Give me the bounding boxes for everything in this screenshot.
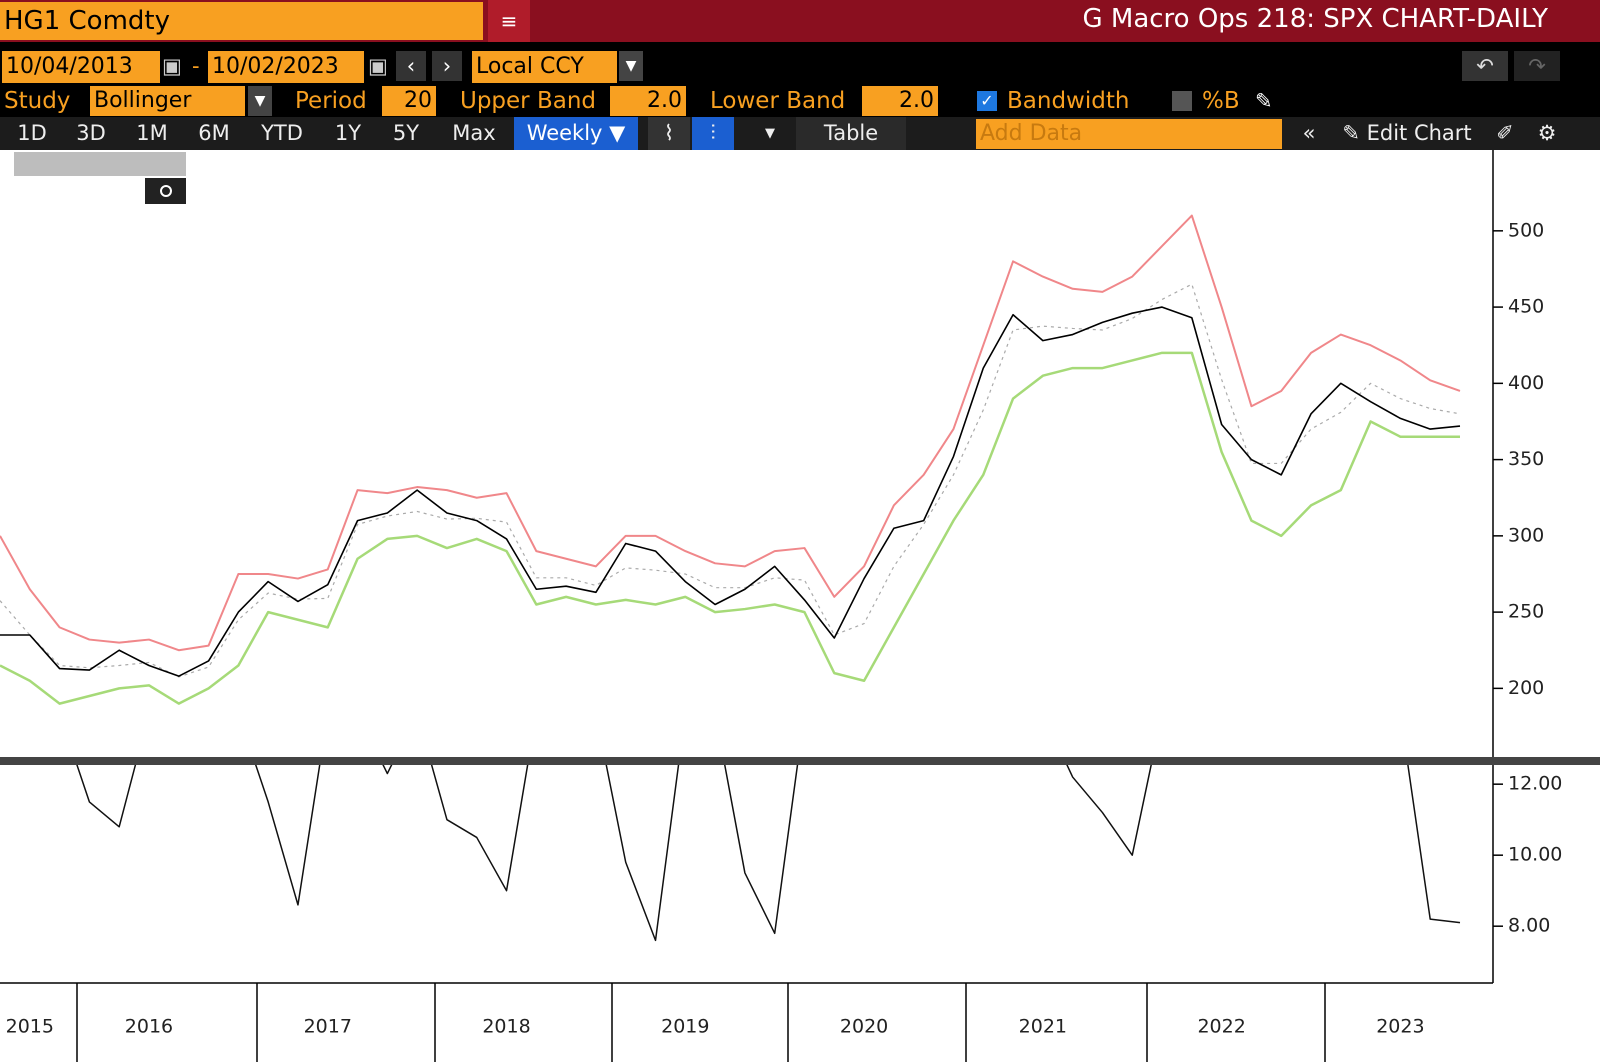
edit-chart-button[interactable]: ✎ Edit Chart [1342, 121, 1472, 145]
bar-icon[interactable]: ⫶ [692, 117, 734, 150]
chart-area: 200 250 300 350 400 450 500 8.00 10.00 12.00 2015 2… [0, 150, 1600, 1062]
table-tab[interactable]: Table [796, 117, 906, 150]
edit-icon[interactable]: ✐ [1496, 121, 1514, 145]
date-separator: - [192, 54, 200, 78]
plot [76, 765, 1461, 942]
range-tab[interactable]: Max [452, 121, 496, 145]
year-separators [76, 983, 1326, 1062]
upper-band-input[interactable]: 2.0 [610, 86, 686, 116]
pencil-icon[interactable]: ✎ [1255, 89, 1273, 113]
end-date[interactable]: 10/02/2023 [208, 51, 364, 83]
study-select[interactable]: Bollinger [90, 86, 245, 116]
series-line [0, 351, 1460, 705]
range-tab[interactable]: 3D [76, 121, 106, 145]
y-tick-label: 200 [1508, 677, 1544, 699]
panel-divider[interactable] [0, 757, 1600, 765]
window-title: G Macro Ops 218: SPX CHART-DAILY [1082, 4, 1548, 34]
series-line [0, 306, 1461, 677]
x-tick-label: 2022 [1197, 1016, 1245, 1038]
lower-band-input[interactable]: 2.0 [862, 86, 938, 116]
y-tick-label: 400 [1508, 372, 1544, 394]
settings-icon[interactable]: ⚙ [1537, 121, 1557, 145]
y-tick-label: 10.00 [1508, 844, 1562, 866]
percent-b-label: %B [1202, 88, 1240, 114]
add-data-placeholder: Add Data [980, 121, 1083, 146]
plot [0, 214, 1461, 705]
y-tick-label: 300 [1508, 524, 1544, 546]
bandwidth-checkbox[interactable]: ✓ [977, 91, 997, 111]
series-line [76, 765, 1461, 942]
prev-button[interactable]: ‹ [396, 51, 426, 81]
add-data-input[interactable]: Add Data [976, 119, 1282, 149]
bandwidth-label: Bandwidth [1007, 88, 1130, 114]
dropdown-arrow[interactable]: ▼ [765, 126, 775, 141]
y-tick-label: 450 [1508, 296, 1544, 318]
range-tab[interactable]: 1Y [334, 121, 362, 145]
x-tick-label: 2016 [125, 1016, 173, 1038]
y-tick-label: 250 [1508, 601, 1544, 623]
chart-tools[interactable] [14, 152, 186, 176]
line-icon[interactable]: ⌇ [648, 117, 690, 150]
y-tick-label: 12.00 [1508, 773, 1562, 795]
chart-tool-button[interactable] [145, 178, 186, 204]
x-tick-label: 2017 [304, 1016, 352, 1038]
dropdown-arrow[interactable]: ▼ [619, 51, 643, 81]
percent-b-checkbox[interactable] [1172, 91, 1192, 111]
redo-button[interactable]: ↷ [1514, 51, 1560, 81]
series-line [0, 214, 1461, 652]
y-tick-label: 350 [1508, 448, 1544, 470]
dropdown-arrow[interactable]: ▼ [248, 86, 272, 116]
range-tab[interactable]: 1M [136, 121, 168, 145]
range-tab[interactable]: YTD [261, 121, 303, 145]
security-input[interactable]: HG1 Comdty [0, 2, 483, 40]
study-label: Study [4, 88, 71, 114]
undo-button[interactable]: ↶ [1462, 51, 1508, 81]
y-tick-label: 500 [1508, 219, 1544, 241]
calendar-icon[interactable]: ▣ [162, 54, 182, 78]
x-tick-label: 2015 [6, 1016, 54, 1038]
x-tick-label: 2020 [840, 1016, 888, 1038]
range-tab[interactable]: 6M [198, 121, 230, 145]
range-tab[interactable]: 5Y [392, 121, 420, 145]
range-tab[interactable]: 1D [17, 121, 47, 145]
calendar-icon[interactable]: ▣ [368, 54, 388, 78]
menu-button[interactable]: ≡ [488, 0, 530, 42]
chart-tool-icon [160, 185, 172, 197]
x-tick-label: 2021 [1019, 1016, 1067, 1038]
y-tick-label: 8.00 [1508, 915, 1550, 937]
start-date[interactable]: 10/04/2013 [2, 51, 160, 83]
currency-select[interactable]: Local CCY [472, 51, 617, 83]
edit-chart-label: Edit Chart [1366, 121, 1472, 145]
x-tick-label: 2023 [1376, 1016, 1424, 1038]
upper-band-label: Upper Band [460, 88, 597, 114]
lower-band-label: Lower Band [710, 88, 846, 114]
period-input[interactable]: 20 [382, 86, 436, 116]
collapse-button[interactable]: « [1302, 121, 1316, 145]
x-tick-label: 2019 [661, 1016, 709, 1038]
x-tick-label: 2018 [482, 1016, 530, 1038]
frequency-tab[interactable]: Weekly ▼ [514, 117, 638, 150]
period-label: Period [295, 88, 367, 114]
next-button[interactable]: › [432, 51, 462, 81]
